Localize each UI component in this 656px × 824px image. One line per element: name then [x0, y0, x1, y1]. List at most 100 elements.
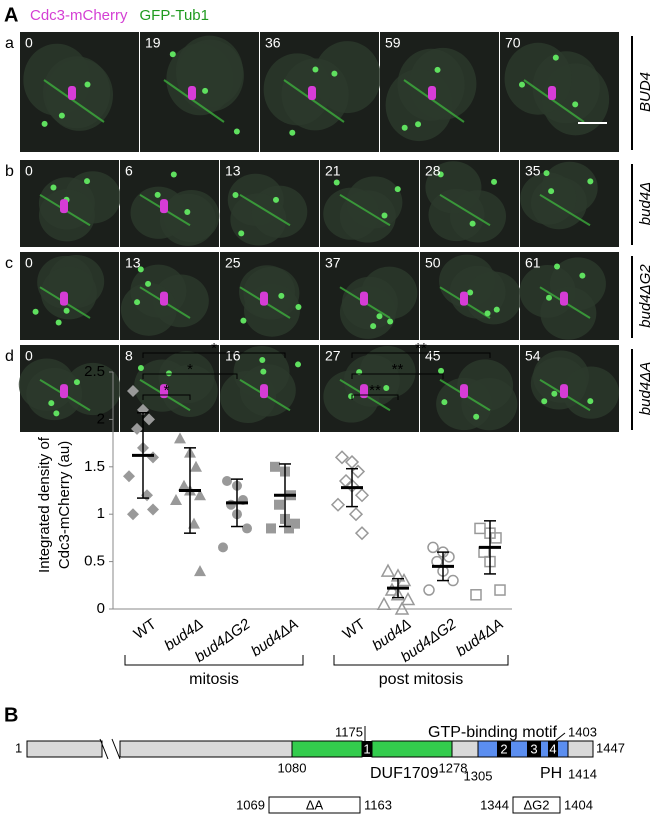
- cell: [504, 42, 572, 115]
- spb: [84, 81, 91, 88]
- spb: [493, 306, 500, 313]
- micrograph-content: [23, 43, 114, 131]
- spb: [240, 317, 247, 324]
- data-point: [170, 493, 182, 505]
- spb: [387, 318, 394, 325]
- spb: [73, 379, 80, 386]
- spb: [401, 124, 408, 131]
- micrograph-content: [323, 176, 403, 243]
- region: [567, 740, 594, 758]
- time-label: 27: [325, 348, 341, 364]
- time-label: 59: [385, 35, 401, 51]
- data-point: [127, 384, 139, 397]
- spb: [551, 390, 558, 397]
- domain-label: PH: [540, 765, 562, 782]
- gtp-box: [497, 741, 511, 757]
- gtp-box-label: 2: [500, 741, 507, 756]
- time-label: 37: [325, 255, 341, 271]
- spb: [376, 313, 383, 320]
- position-label: 1: [15, 740, 22, 755]
- x-tick-label: WT: [340, 616, 369, 643]
- data-point: [190, 460, 202, 472]
- spb: [32, 308, 39, 315]
- significance-label: *: [164, 382, 170, 399]
- y-tick-label: 1: [97, 505, 105, 522]
- micrograph-content: [385, 47, 477, 142]
- cell: [397, 48, 465, 121]
- spb: [232, 191, 239, 198]
- data-point: [390, 587, 406, 601]
- spb: [278, 292, 285, 299]
- position-label: GTP-binding motif: [428, 724, 557, 741]
- duf-domain: [371, 740, 453, 758]
- significance-bracket: [351, 394, 399, 400]
- cell: [520, 172, 577, 225]
- data-point: [470, 589, 482, 601]
- spb: [184, 209, 191, 216]
- gtp-box-label: 4: [549, 741, 556, 756]
- cell: [163, 189, 220, 243]
- time-label: 28: [425, 163, 441, 179]
- y-tick-label: 0.5: [84, 553, 105, 570]
- micrograph-content: [339, 266, 418, 339]
- septin-ring: [560, 291, 568, 306]
- spb: [579, 272, 586, 279]
- spb: [259, 356, 266, 363]
- gtp-box: [527, 741, 541, 757]
- micrograph-content: [238, 265, 302, 337]
- deletion-start: 1344: [480, 797, 509, 812]
- significance-bracket: [142, 352, 286, 358]
- significance-label: *: [211, 340, 217, 357]
- data-point: [270, 461, 280, 472]
- data-point: [218, 542, 228, 553]
- row-letter: c: [5, 255, 13, 272]
- data-point: [490, 532, 502, 544]
- septin-ring: [428, 86, 436, 100]
- data-point: [400, 591, 416, 606]
- spb: [469, 220, 476, 227]
- spb: [572, 101, 579, 108]
- septin-ring: [160, 199, 168, 214]
- spb: [554, 263, 561, 270]
- spb: [53, 410, 60, 417]
- spb: [548, 188, 555, 195]
- time-label: 61: [525, 255, 541, 271]
- y-tick-label: 0: [97, 600, 105, 617]
- data-point: [396, 572, 412, 587]
- strain-label: bud4ΔG2: [637, 264, 654, 328]
- domain-label: DUF1709: [370, 765, 439, 782]
- x-tick-label: WT: [131, 616, 160, 643]
- spb: [587, 398, 594, 405]
- time-label: 13: [225, 163, 241, 179]
- data-point: [226, 499, 236, 510]
- region: [119, 740, 293, 758]
- spb: [165, 370, 172, 377]
- spb: [331, 70, 338, 77]
- micrograph-content: [120, 264, 209, 336]
- data-point: [188, 517, 200, 529]
- septin-ring: [360, 384, 368, 399]
- significance-bracket: [142, 394, 191, 400]
- spb: [55, 319, 62, 326]
- cell: [243, 266, 300, 320]
- y-tick-label: 1.5: [84, 458, 105, 475]
- cell: [230, 193, 287, 246]
- septin-ring: [460, 291, 468, 306]
- septin-ring: [360, 291, 368, 306]
- spb: [41, 120, 48, 127]
- data-point: [350, 464, 366, 479]
- septin-ring: [560, 384, 568, 399]
- micrograph-content: [38, 171, 121, 242]
- data-point: [143, 413, 155, 426]
- spindle: [539, 193, 591, 227]
- cell: [40, 266, 97, 320]
- spindle: [43, 79, 105, 123]
- time-label: 16: [225, 348, 241, 364]
- spb: [145, 280, 152, 287]
- break: [99, 738, 121, 760]
- micrograph-content: [130, 171, 220, 246]
- data-point: [178, 479, 190, 491]
- septin-ring: [68, 86, 76, 100]
- data-point: [354, 526, 370, 541]
